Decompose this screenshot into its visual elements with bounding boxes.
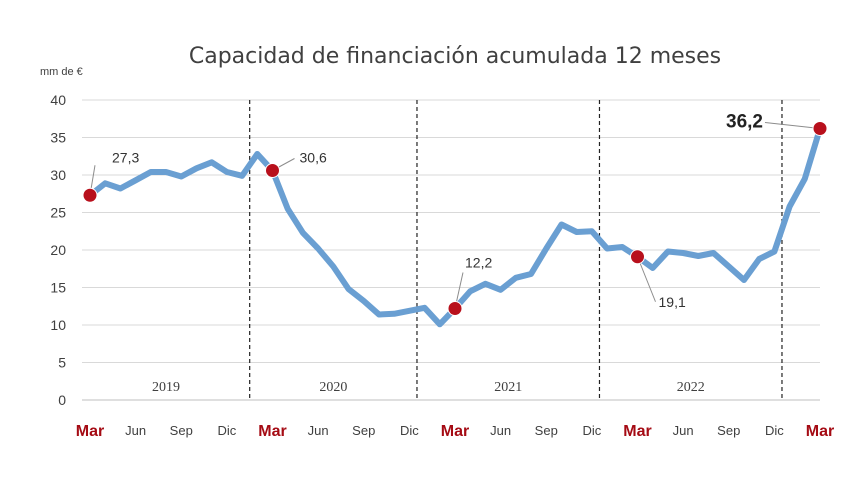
x-tick-label: Dic	[217, 423, 236, 438]
highlight-marker	[447, 301, 463, 316]
data-label: 30,6	[300, 150, 327, 166]
y-tick-label: 30	[50, 167, 66, 183]
x-tick-label: Dic	[765, 423, 784, 438]
x-tick-label: Mar	[76, 423, 104, 440]
year-label: 2022	[677, 380, 705, 395]
y-tick-label: 5	[58, 355, 66, 371]
x-tick-label: Sep	[170, 423, 193, 438]
data-label: 27,3	[112, 149, 139, 165]
year-separators	[249, 100, 783, 400]
x-axis-ticks: Mar Jun Sep Dic Mar Jun Sep Dic Mar Jun Sep Dic Mar J…	[76, 423, 834, 440]
year-label: 2019	[152, 380, 180, 395]
y-tick-label: 20	[50, 242, 66, 258]
x-tick-label: Sep	[535, 423, 558, 438]
y-tick-label: 40	[50, 92, 66, 108]
marker-layer	[82, 121, 828, 316]
y-axis-ticks: 0 5 10 15 20 25 30 35 40	[50, 92, 66, 408]
y-tick-label: 15	[50, 280, 66, 296]
x-tick-label: Mar	[623, 423, 651, 440]
callout-leader	[637, 256, 656, 302]
x-tick-label: Dic	[582, 423, 601, 438]
unit-label: mm de €	[40, 66, 83, 78]
x-tick-label: Jun	[673, 423, 694, 438]
y-tick-label: 0	[58, 392, 66, 408]
year-labels: 2019 2020 2021 2022	[152, 380, 705, 395]
gridlines	[82, 99, 820, 401]
highlight-marker	[812, 121, 828, 136]
chart-title: Capacidad de financiación acumulada 12 m…	[189, 44, 721, 69]
year-label: 2020	[319, 380, 347, 395]
x-tick-label: Mar	[806, 423, 834, 440]
x-tick-label: Dic	[400, 423, 419, 438]
x-tick-label: Sep	[352, 423, 375, 438]
x-tick-label: Jun	[308, 423, 329, 438]
highlight-marker	[265, 163, 280, 178]
highlight-marker	[82, 187, 98, 203]
callout-layer: 27,3 30,6 12,2 19,1 36,2	[89, 112, 821, 310]
data-label: 12,2	[465, 255, 492, 271]
y-tick-label: 10	[50, 317, 66, 333]
x-tick-label: Mar	[258, 423, 286, 440]
y-tick-label: 25	[50, 205, 66, 221]
series-layer	[87, 125, 823, 328]
highlight-marker	[630, 249, 645, 265]
data-label: 36,2	[726, 112, 763, 133]
x-tick-label: Jun	[125, 423, 146, 438]
callout-leader	[764, 122, 821, 129]
x-tick-label: Jun	[490, 423, 511, 438]
series-line	[87, 125, 823, 328]
data-label: 19,1	[659, 294, 686, 310]
year-label: 2021	[494, 380, 522, 395]
y-tick-label: 35	[50, 130, 66, 146]
x-tick-label: Sep	[717, 423, 740, 438]
x-tick-label: Mar	[441, 423, 469, 440]
